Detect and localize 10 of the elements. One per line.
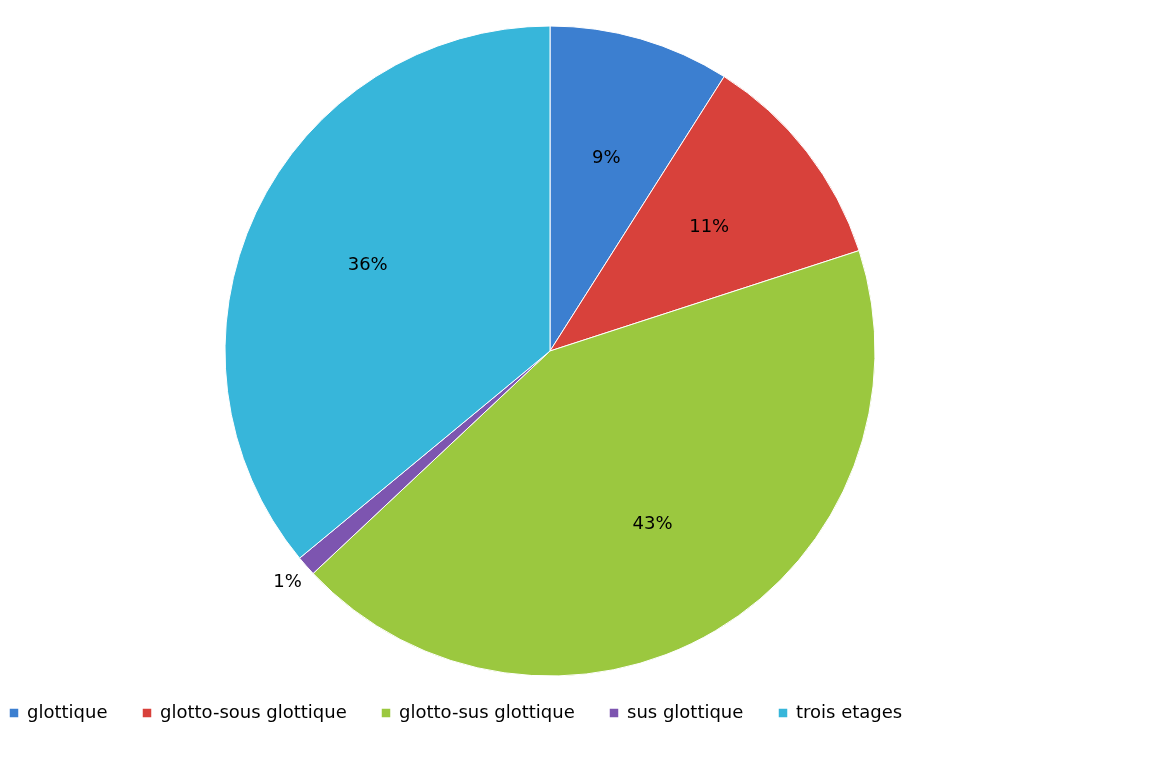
data-label: 9% bbox=[591, 145, 621, 167]
legend-label: trois etages bbox=[796, 701, 903, 722]
data-label: 36% bbox=[347, 253, 388, 275]
legend-label: sus glottique bbox=[627, 701, 744, 722]
legend-label: glotto-sous glottique bbox=[160, 701, 347, 722]
legend-label: glottique bbox=[27, 701, 108, 722]
data-label: 11% bbox=[689, 215, 730, 237]
data-label: 43% bbox=[632, 512, 673, 534]
data-label: 1% bbox=[273, 570, 302, 592]
legend-label: glotto-sus glottique bbox=[399, 701, 575, 722]
